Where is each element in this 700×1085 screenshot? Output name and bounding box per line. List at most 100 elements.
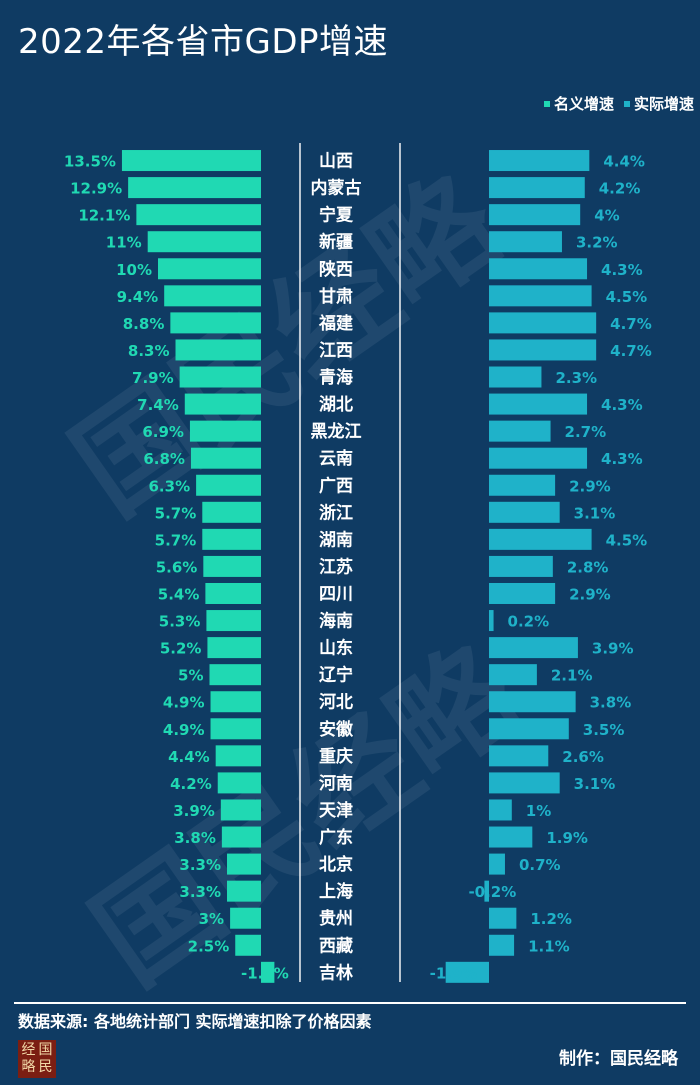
real-value-label: 1% (526, 802, 551, 820)
category-label: 辽宁 (319, 665, 353, 686)
real-bar (489, 447, 588, 469)
real-value-label: 1.9% (546, 829, 588, 847)
real-value-label: 4.5% (606, 531, 648, 549)
nominal-bar (202, 501, 261, 523)
category-label: 重庆 (319, 746, 353, 767)
nominal-bar (147, 231, 261, 253)
real-value-label: 3.1% (574, 775, 616, 793)
real-value-label: 4.4% (603, 153, 645, 171)
nominal-bar (261, 961, 275, 983)
nominal-bar (210, 718, 261, 740)
nominal-value-label: 5.3% (159, 613, 201, 631)
real-bar (489, 664, 537, 686)
nominal-bar (220, 799, 261, 821)
real-bar (489, 339, 597, 361)
real-value-label: 2.7% (565, 423, 607, 441)
gdp-growth-chart: 山西 13.5% 4.4% 内蒙古 12.9% 4.2% 宁夏 12.1% 4% 新疆 11% 3.2… (64, 143, 652, 983)
legend: 名义增速 实际增速 (543, 93, 694, 114)
nominal-value-label: 5.6% (156, 558, 198, 576)
nominal-value-label: 3.9% (173, 802, 215, 820)
real-bar (489, 853, 505, 875)
nominal-bar (121, 150, 261, 172)
real-bar (489, 718, 569, 740)
category-label: 天津 (319, 800, 353, 821)
real-bar (489, 393, 588, 415)
category-label: 河北 (319, 693, 353, 713)
nominal-value-label: 9.4% (117, 288, 159, 306)
real-value-label: 2.9% (569, 585, 611, 603)
nominal-value-label: 12.9% (70, 180, 122, 198)
category-label: 四川 (319, 584, 353, 604)
real-bar (489, 555, 553, 577)
category-label: 海南 (319, 611, 353, 632)
category-label: 云南 (319, 448, 353, 469)
category-label: 山东 (319, 638, 353, 659)
real-value-label: 2.9% (569, 477, 611, 495)
real-value-label: 4.3% (601, 450, 643, 468)
nominal-value-label: 3.8% (174, 829, 216, 847)
category-label: 贵州 (319, 908, 353, 929)
real-bar (489, 474, 556, 496)
nominal-value-label: 8.8% (123, 315, 165, 333)
real-bar (489, 285, 592, 307)
category-label: 青海 (319, 367, 353, 388)
nominal-bar (136, 204, 261, 226)
real-bar (445, 961, 489, 983)
real-value-label: -1.9% (430, 964, 478, 982)
nominal-value-label: 6.9% (142, 423, 184, 441)
real-bar (489, 907, 517, 929)
real-value-label: 3.2% (576, 234, 618, 252)
logo: 经 国 略 民 (18, 1040, 56, 1078)
nominal-value-label: 4.4% (168, 748, 210, 766)
category-label: 西藏 (319, 936, 353, 956)
logo-char: 民 (38, 1059, 53, 1075)
nominal-value-label: 2.5% (188, 937, 230, 955)
real-value-label: 0.7% (519, 856, 561, 874)
real-value-label: 3.9% (592, 640, 634, 658)
source-note: 数据来源: 各地统计部门 实际增速扣除了价格因素 (18, 1012, 372, 1031)
nominal-bar (189, 420, 261, 442)
nominal-value-label: 4.2% (170, 775, 212, 793)
real-value-label: 4.7% (610, 315, 652, 333)
nominal-bar (221, 826, 261, 848)
real-value-label: 4% (594, 207, 619, 225)
nominal-bar (196, 474, 261, 496)
nominal-bar (158, 258, 261, 280)
nominal-value-label: 5.7% (155, 531, 197, 549)
category-label: 福建 (318, 313, 353, 334)
nominal-bar (164, 285, 261, 307)
category-label: 黑龙江 (311, 421, 362, 442)
nominal-value-label: 7.9% (132, 369, 174, 387)
real-bar (484, 880, 489, 902)
nominal-value-label: 8.3% (128, 342, 170, 360)
nominal-value-label: 11% (106, 234, 142, 252)
real-bar (489, 745, 549, 767)
category-label: 新疆 (319, 232, 353, 253)
real-bar (489, 366, 542, 388)
real-value-label: 4.7% (610, 342, 652, 360)
category-label: 陕西 (319, 259, 353, 280)
category-label: 宁夏 (319, 205, 354, 226)
category-label: 安徽 (319, 719, 354, 740)
real-bar (489, 637, 578, 659)
nominal-bar (202, 528, 261, 550)
nominal-bar (175, 339, 261, 361)
category-label: 上海 (319, 881, 353, 902)
real-value-label: 4.2% (599, 180, 641, 198)
real-value-label: 0.2% (508, 613, 550, 631)
category-label: 广东 (319, 827, 353, 848)
real-bar (489, 501, 560, 523)
nominal-value-label: 3.3% (179, 856, 221, 874)
real-value-label: 2.8% (567, 558, 609, 576)
nominal-bar (206, 610, 261, 632)
logo-char: 国 (38, 1042, 53, 1058)
nominal-value-label: 13.5% (64, 153, 116, 171)
real-bar (489, 150, 590, 172)
nominal-bar (210, 691, 261, 713)
category-label: 北京 (319, 854, 353, 875)
footer-divider (14, 1002, 686, 1004)
logo-char: 经 (21, 1042, 36, 1058)
real-bar (489, 610, 494, 632)
real-value-label: 4.3% (601, 261, 643, 279)
real-value-label: 3.5% (583, 721, 625, 739)
